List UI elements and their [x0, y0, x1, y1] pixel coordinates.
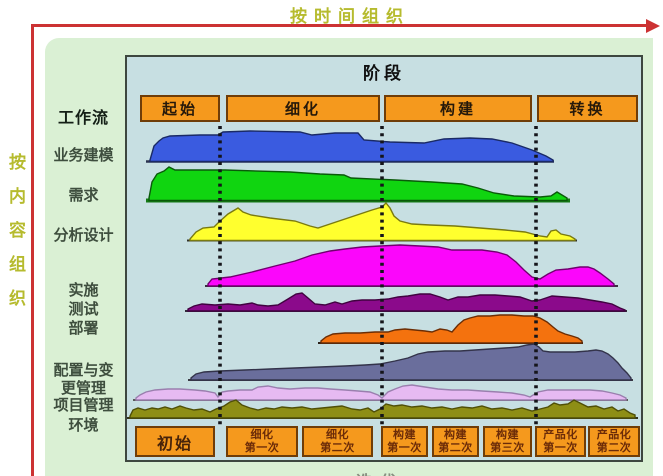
iteration-box-constr-1: 构建 第一次	[381, 426, 428, 457]
phase-box-inception: 起始	[140, 95, 220, 122]
workflow-label-requirements: 需求	[68, 187, 99, 204]
workflow-label-project-mgmt: 项目管理	[53, 397, 114, 414]
time-axis-arrow-line	[31, 24, 649, 27]
iteration-box-constr-3: 构建 第三次	[483, 426, 532, 457]
workflow-label-environment: 环境	[68, 417, 99, 434]
workflow-label-impl-test-deploy: 实施 测试 部署	[68, 282, 99, 337]
phase-header: 阶段	[363, 64, 405, 83]
workflow-label-analysis-design: 分析设计	[53, 227, 114, 244]
iteration-box-product-2: 产品化 第二次	[588, 426, 640, 457]
iteration-box-elab-2: 细化 第二次	[302, 426, 373, 457]
content-axis-title: 按内容组织	[9, 153, 26, 308]
workflow-label-config-change: 配置与变 更管理	[53, 362, 114, 397]
phase-box-construction: 构建	[384, 95, 532, 122]
phase-box-elaboration: 细化	[226, 95, 380, 122]
iteration-box-initial: 初始	[135, 426, 215, 457]
time-axis-arrow-head-icon	[646, 19, 660, 33]
iteration-axis-label-cropped: 迭代	[320, 468, 440, 476]
iteration-box-constr-2: 构建 第二次	[432, 426, 479, 457]
iteration-box-product-1: 产品化 第一次	[535, 426, 586, 457]
time-axis-title: 按时间组织	[290, 7, 410, 26]
workflow-label-business-modeling: 业务建模	[53, 147, 114, 164]
iteration-box-elab-1: 细化 第一次	[226, 426, 298, 457]
content-axis-arrow-line	[31, 24, 34, 476]
phase-box-transition: 转换	[537, 95, 638, 122]
workflow-header: 工作流	[57, 110, 109, 127]
